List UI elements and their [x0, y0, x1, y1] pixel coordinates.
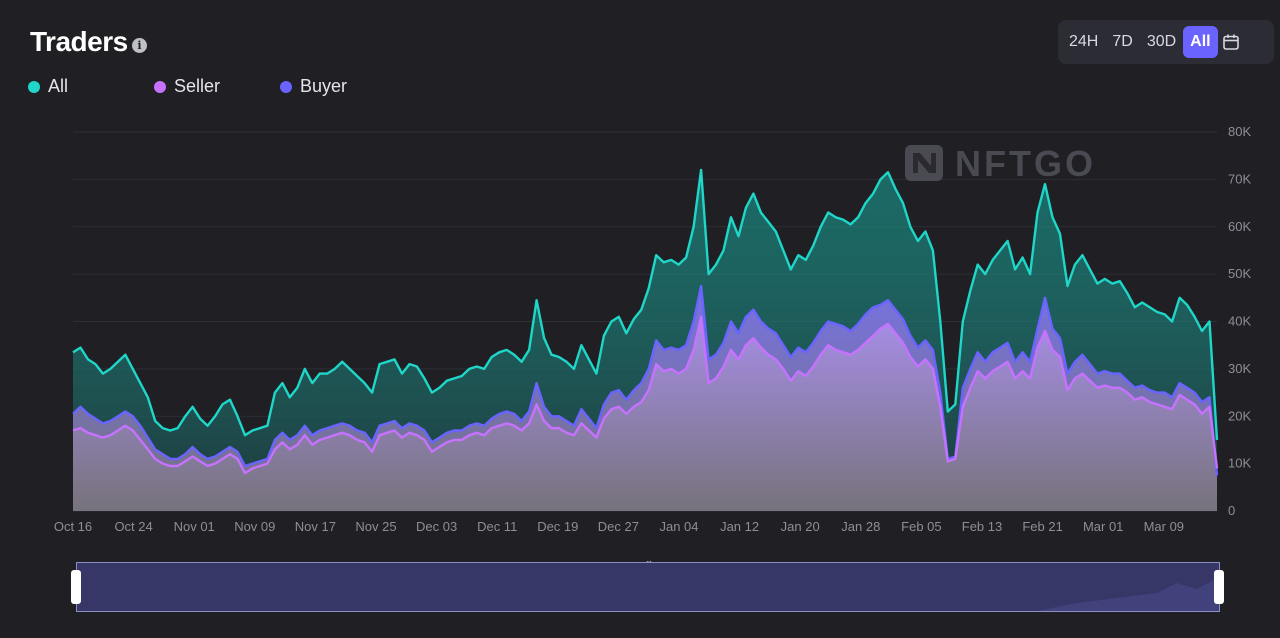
x-tick-label: Feb 13	[962, 519, 1002, 534]
x-tick-label: Oct 16	[54, 519, 92, 534]
x-tick-label: Nov 25	[355, 519, 396, 534]
y-tick-label: 20K	[1228, 408, 1251, 423]
x-tick-label: Dec 11	[477, 519, 517, 534]
area-layer	[73, 169, 1217, 511]
x-tick-label: Jan 28	[841, 519, 880, 534]
x-tick-label: Dec 19	[537, 519, 578, 534]
x-axis: Oct 16 Oct 24 Nov 01 Nov 09 Nov 17 Nov 25 Dec …	[54, 519, 1184, 534]
legend-label-seller: Seller	[174, 76, 221, 96]
range-button-24h[interactable]: 24H	[1069, 33, 1099, 50]
range-button-30d[interactable]: 30D	[1146, 33, 1177, 50]
x-tick-label: Mar 01	[1083, 519, 1123, 534]
area-seller	[73, 316, 1217, 511]
legend-label-all: All	[48, 76, 69, 96]
x-tick-label: Jan 20	[781, 519, 820, 534]
series-line-seller[interactable]	[72, 315, 1219, 475]
series-line-buyer[interactable]	[72, 284, 1219, 476]
line-layer	[72, 168, 1219, 476]
x-tick-label: Feb 05	[901, 519, 941, 534]
range-button-7d[interactable]: 7D	[1112, 33, 1133, 50]
x-tick-label: Mar 09	[1144, 519, 1184, 534]
navigator-right-handle[interactable]	[1214, 570, 1224, 604]
x-tick-label: Nov 01	[174, 519, 215, 534]
y-tick-label: 0	[1228, 503, 1235, 518]
navigator-preview	[1037, 577, 1219, 611]
legend-item-buyer[interactable]: Buyer	[280, 76, 347, 97]
y-tick-label: 40K	[1228, 314, 1251, 329]
y-tick-label: 70K	[1228, 171, 1251, 186]
range-navigator[interactable]	[76, 562, 1220, 612]
x-tick-label: Jan 12	[720, 519, 759, 534]
nftgo-logo-icon	[905, 145, 943, 181]
range-button-all[interactable]: All	[1183, 26, 1218, 58]
y-tick-label: 10K	[1228, 456, 1251, 471]
legend-item-all[interactable]: All	[28, 76, 68, 97]
page-title: Traders	[30, 26, 128, 57]
chart-title: Traders i	[30, 26, 147, 58]
time-range-selector: 24H 7D 30D All	[1058, 20, 1274, 64]
navigator-left-handle[interactable]	[71, 570, 81, 604]
legend-dot-seller	[154, 80, 166, 93]
legend-dot-buyer	[280, 80, 292, 93]
y-tick-label: 30K	[1228, 361, 1251, 376]
legend: All Seller Buyer	[28, 76, 428, 98]
x-tick-label: Nov 17	[295, 519, 336, 534]
y-tick-label: 80K	[1228, 124, 1251, 139]
series-line-all[interactable]	[72, 168, 1219, 440]
legend-item-seller[interactable]: Seller	[154, 76, 220, 97]
x-tick-label: Dec 03	[416, 519, 457, 534]
x-tick-label: Jan 04	[659, 519, 698, 534]
y-axis: 0 10K 20K 30K 40K 50K 60K 70K 80K	[1228, 124, 1251, 518]
x-tick-label: Oct 24	[114, 519, 152, 534]
legend-dot-all	[28, 80, 40, 93]
x-tick-label: Dec 27	[598, 519, 639, 534]
navigator-grip-icon[interactable]: ↔	[645, 556, 653, 565]
y-tick-label: 60K	[1228, 219, 1251, 234]
legend-label-buyer: Buyer	[300, 76, 348, 96]
info-icon[interactable]: i	[131, 37, 147, 53]
x-tick-label: Nov 09	[234, 519, 275, 534]
x-tick-label: Feb 21	[1022, 519, 1062, 534]
y-tick-label: 50K	[1228, 266, 1251, 281]
calendar-icon[interactable]	[1220, 26, 1242, 58]
nftgo-watermark: NFTGO	[955, 143, 1096, 184]
